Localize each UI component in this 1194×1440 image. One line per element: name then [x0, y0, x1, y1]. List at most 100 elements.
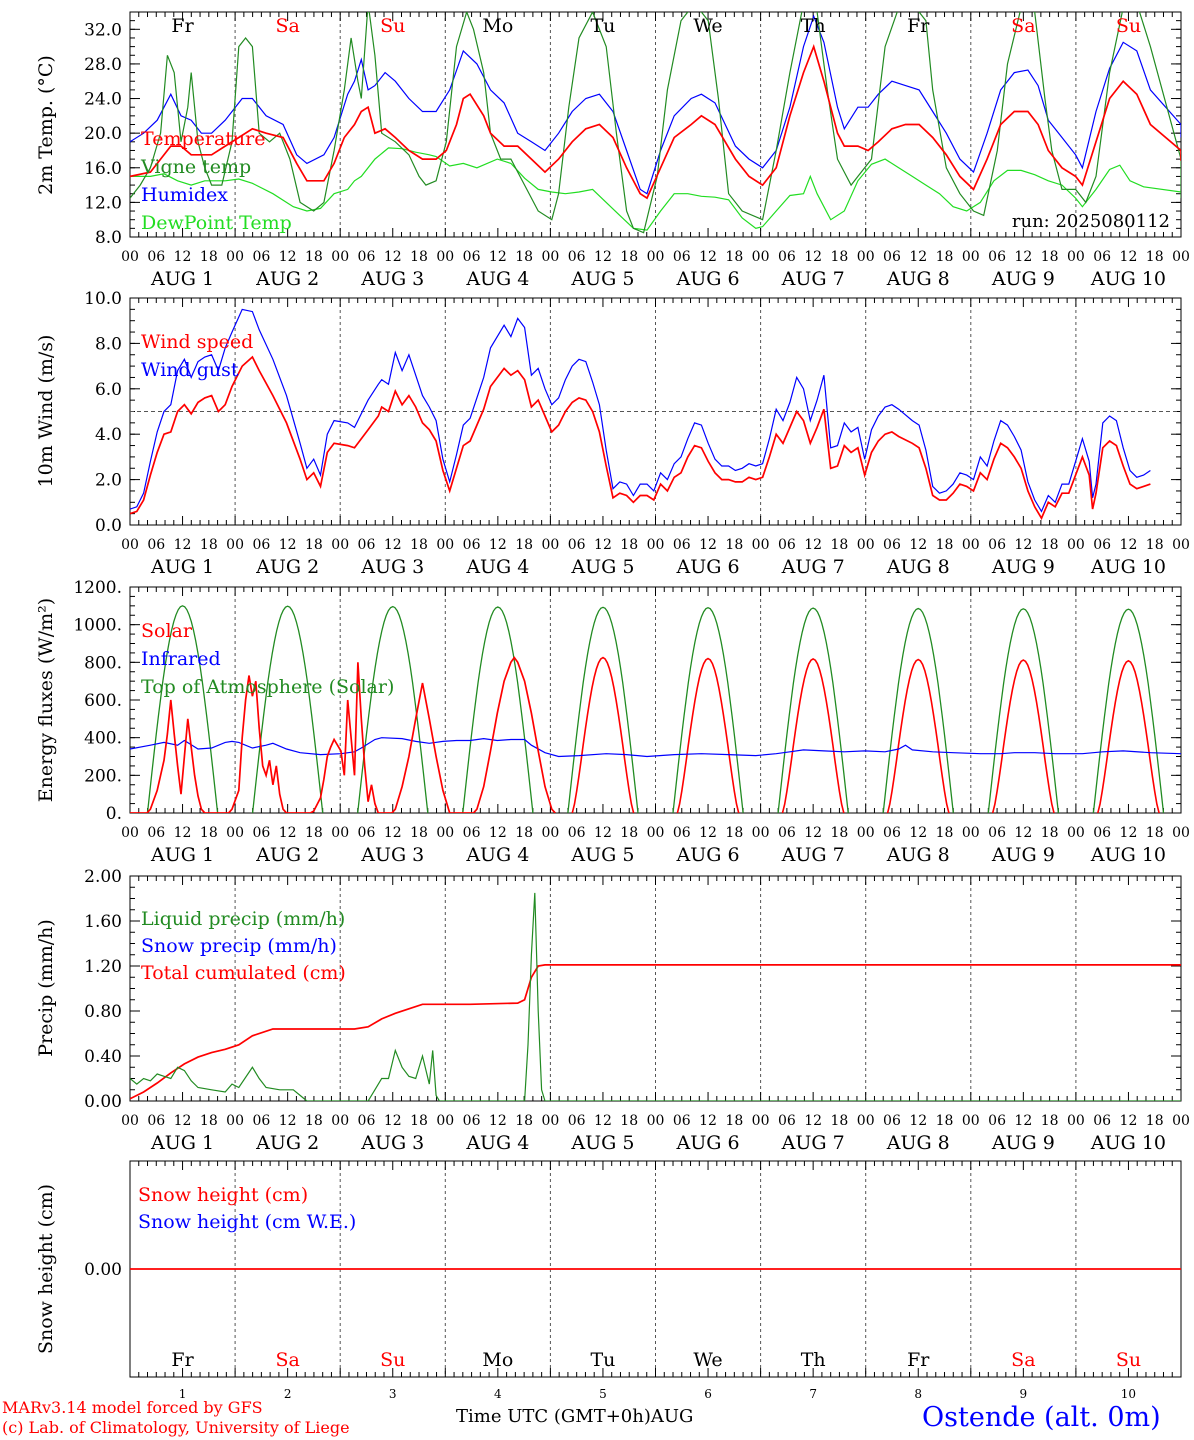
- date-label: AUG 5: [570, 844, 634, 866]
- y-tick-label: 8.0: [95, 334, 122, 354]
- hour-tick-label: 00: [121, 825, 139, 841]
- day-name: Sa: [1011, 1349, 1035, 1371]
- date-label: AUG 10: [1090, 844, 1166, 866]
- day-name: Su: [1116, 15, 1141, 37]
- hour-tick-label: 06: [358, 1113, 376, 1129]
- hour-tick-label: 12: [1120, 1113, 1138, 1129]
- hour-tick-label: 00: [331, 249, 349, 265]
- hour-tick-label: 00: [226, 825, 244, 841]
- hour-tick-label: 06: [988, 249, 1006, 265]
- y-axis-title: 2m Temp. (°C): [35, 55, 57, 195]
- date-label: AUG 5: [570, 268, 634, 290]
- hour-tick-label: 06: [883, 825, 901, 841]
- date-label: AUG 10: [1090, 268, 1166, 290]
- hour-tick-label: 18: [936, 249, 954, 265]
- hour-tick-label: 00: [647, 537, 665, 553]
- date-label: AUG 1: [150, 1132, 214, 1154]
- hour-tick-label: 18: [1146, 537, 1164, 553]
- hour-tick-label: 00: [752, 1113, 770, 1129]
- hour-tick-label: 12: [384, 249, 402, 265]
- hour-tick-label: 00: [1067, 249, 1085, 265]
- toa-solar-line: [251, 605, 324, 813]
- day-number: 7: [809, 1387, 817, 1401]
- toa-solar-line: [777, 607, 849, 813]
- hour-tick-label: 06: [673, 249, 691, 265]
- chart-panel-1: 8.0 12.0 16.0 20.0 24.0 28.0 32.0 2m Temp. (°C)…: [35, 11, 1190, 290]
- legend-entry: Infrared: [141, 648, 221, 670]
- day-name: Sa: [275, 15, 299, 37]
- hour-tick-label: 18: [1041, 825, 1059, 841]
- y-tick-label: 1.20: [84, 957, 122, 977]
- hour-tick-label: 18: [410, 1113, 428, 1129]
- hour-tick-label: 00: [1067, 537, 1085, 553]
- hour-tick-label: 06: [147, 537, 165, 553]
- date-label: AUG 4: [465, 556, 529, 578]
- chart-panel-5: 0.00 Snow height (cm) Snow height (cm) Snow…: [35, 1160, 1182, 1401]
- hour-tick-label: 00: [752, 537, 770, 553]
- hour-tick-label: 00: [1172, 249, 1190, 265]
- hour-tick-label: 00: [962, 249, 980, 265]
- legend-entry: Top of Atmosphere (Solar): [141, 676, 394, 698]
- date-label: AUG 7: [781, 268, 845, 290]
- hour-tick-label: 06: [568, 537, 586, 553]
- hour-tick-label: 06: [463, 825, 481, 841]
- hour-tick-label: 00: [331, 825, 349, 841]
- y-tick-label: 2.00: [84, 867, 122, 887]
- day-number: 3: [389, 1387, 397, 1401]
- hour-tick-label: 06: [778, 1113, 796, 1129]
- hour-tick-label: 06: [673, 537, 691, 553]
- hour-tick-label: 00: [226, 249, 244, 265]
- hour-tick-label: 00: [857, 825, 875, 841]
- toa-solar-line: [146, 605, 219, 813]
- hour-tick-label: 18: [936, 825, 954, 841]
- chart-panel-4: 0.00 0.40 0.80 1.20 1.60 2.00 Precip (mm/h) Liq…: [35, 867, 1190, 1154]
- hour-tick-label: 12: [1014, 249, 1032, 265]
- hour-tick-label: 06: [883, 1113, 901, 1129]
- hour-tick-label: 00: [1172, 825, 1190, 841]
- hour-tick-label: 18: [410, 537, 428, 553]
- hour-tick-label: 06: [463, 537, 481, 553]
- hour-tick-label: 06: [1093, 537, 1111, 553]
- hour-tick-label: 00: [962, 537, 980, 553]
- hour-tick-label: 12: [804, 825, 822, 841]
- date-label: AUG 9: [991, 844, 1055, 866]
- date-label: AUG 9: [991, 556, 1055, 578]
- toa-solar-line: [567, 606, 639, 813]
- date-label: AUG 9: [991, 1132, 1055, 1154]
- hour-tick-label: 12: [1014, 825, 1032, 841]
- day-name: Fr: [171, 15, 194, 37]
- hour-tick-label: 12: [909, 537, 927, 553]
- legend-entry: Snow precip (mm/h): [141, 935, 337, 957]
- day-name: Th: [801, 15, 826, 37]
- date-label: AUG 1: [150, 844, 214, 866]
- hour-tick-label: 00: [436, 537, 454, 553]
- date-label: AUG 4: [465, 844, 529, 866]
- date-label: AUG 10: [1090, 1132, 1166, 1154]
- date-label: AUG 2: [255, 844, 319, 866]
- hour-tick-label: 00: [541, 1113, 559, 1129]
- hour-tick-label: 12: [174, 249, 192, 265]
- hour-tick-label: 06: [673, 1113, 691, 1129]
- chart-panel-3: 0. 200. 400. 600. 800. 1000. 1200. Energy fluxe…: [35, 578, 1190, 866]
- hour-tick-label: 06: [463, 249, 481, 265]
- date-label: AUG 6: [676, 1132, 740, 1154]
- infrared-line: [130, 737, 1181, 758]
- y-tick-label: 12.0: [84, 193, 122, 213]
- hour-tick-label: 00: [226, 537, 244, 553]
- hour-tick-label: 06: [147, 249, 165, 265]
- hour-tick-label: 00: [962, 1113, 980, 1129]
- legend-entry: Vigne temp: [140, 156, 251, 178]
- hour-tick-label: 12: [489, 537, 507, 553]
- solar-line: [130, 656, 556, 813]
- hour-tick-label: 00: [436, 249, 454, 265]
- hour-tick-label: 00: [436, 825, 454, 841]
- y-tick-label: 2.0: [95, 471, 122, 491]
- hour-tick-label: 06: [778, 537, 796, 553]
- hour-tick-label: 06: [778, 825, 796, 841]
- total-cumulated-cm-line: [130, 964, 1181, 1100]
- hour-tick-label: 12: [1120, 249, 1138, 265]
- hour-tick-label: 06: [568, 249, 586, 265]
- hour-tick-label: 00: [541, 249, 559, 265]
- hour-tick-label: 12: [489, 249, 507, 265]
- day-name: Su: [380, 15, 405, 37]
